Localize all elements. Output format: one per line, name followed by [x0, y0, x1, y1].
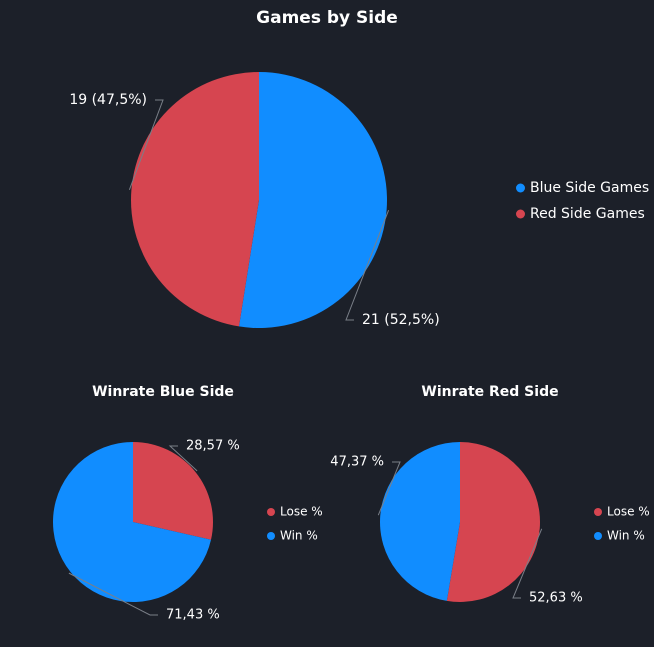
legend-marker: [516, 183, 525, 193]
chart-title: Games by Side: [256, 8, 398, 28]
leader-line: [168, 445, 198, 472]
legend-item[interactable]: Lose %: [594, 505, 650, 519]
pie-chart-2: Winrate Blue Side 28,57 % 71,43 % Lose % Win…: [53, 384, 323, 623]
legend-marker: [594, 508, 602, 516]
pie-slice-win[interactable]: [379, 442, 460, 601]
legend-marker: [516, 209, 525, 219]
data-label: 21 (52,5%): [362, 312, 440, 328]
legend-label: Lose %: [607, 505, 650, 519]
data-label: 28,57 %: [186, 439, 240, 454]
data-label: 52,63 %: [529, 591, 583, 606]
legend-label: Win %: [280, 529, 318, 543]
pie-slice-lose[interactable]: [133, 442, 214, 540]
legend-marker: [267, 532, 275, 540]
legend-item[interactable]: Lose %: [267, 505, 323, 519]
legend-label: Blue Side Games: [530, 180, 649, 196]
pie-chart-3: Winrate Red Side 52,63 % 47,37 % Lose % Win …: [330, 384, 649, 606]
leader-line: [68, 572, 158, 616]
chart-title: Winrate Blue Side: [92, 384, 234, 400]
legend-label: Red Side Games: [530, 206, 645, 222]
legend-marker: [594, 532, 602, 540]
pie-slice-lose[interactable]: [446, 442, 540, 602]
legend-item[interactable]: Blue Side Games: [516, 180, 649, 196]
leader-line: [345, 210, 390, 321]
leader-line: [377, 461, 401, 516]
legend-item[interactable]: Win %: [267, 529, 318, 543]
pie-slice-red-side-games[interactable]: [131, 72, 259, 327]
data-label: 19 (47,5%): [69, 92, 147, 108]
legend-item[interactable]: Win %: [594, 529, 645, 543]
leader-line: [512, 528, 543, 599]
pie-slice-win[interactable]: [53, 442, 211, 603]
pie-slice-blue-side-games[interactable]: [238, 72, 388, 328]
legend-label: Win %: [607, 529, 645, 543]
leader-line: [128, 99, 164, 190]
legend-item[interactable]: Red Side Games: [516, 206, 645, 222]
legend-marker: [267, 508, 275, 516]
pie-chart-1: Games by Side 21 (52,5%) 19 (47,5%) Blue Si…: [69, 8, 649, 328]
legend-label: Lose %: [280, 505, 323, 519]
data-label: 71,43 %: [166, 608, 220, 623]
data-label: 47,37 %: [330, 455, 384, 470]
chart-title: Winrate Red Side: [421, 384, 558, 400]
